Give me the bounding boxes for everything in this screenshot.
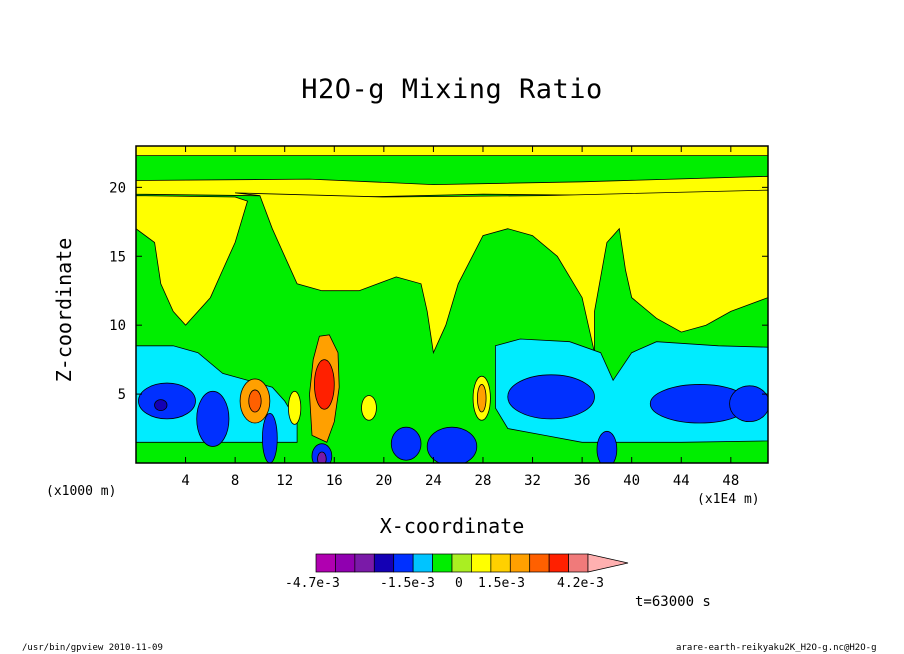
colorbar-swatch-13 — [568, 553, 589, 573]
x-tick-label-12: 12 — [276, 473, 293, 489]
colorbar — [315, 553, 629, 573]
colorbar-swatch-1 — [335, 553, 356, 573]
colorbar-swatch-3 — [373, 553, 395, 573]
x-tick-label-48: 48 — [722, 473, 739, 489]
x-tick-label-40: 40 — [623, 473, 640, 489]
x-tick-label-36: 36 — [574, 473, 591, 489]
y-unit-label: (x1000 m) — [46, 484, 117, 499]
field-blue-bottom-3 — [596, 430, 618, 463]
field-blue-center-right — [507, 374, 595, 420]
x-tick-label-4: 4 — [181, 473, 189, 489]
colorbar-label-zero: 0 — [455, 576, 463, 591]
colorbar-swatch-4 — [393, 553, 414, 573]
colorbar-swatch-7 — [451, 553, 472, 573]
field-purple-core-bottom — [317, 451, 327, 463]
field-blue-bottom-2 — [426, 426, 478, 463]
colorbar-max-arrow — [587, 553, 629, 573]
colorbar-label-max: 4.2e-3 — [557, 576, 604, 591]
footer-right: arare-earth-reikyaku2K_H2O-g.nc@H2O-g — [676, 643, 877, 653]
x-tick-label-24: 24 — [425, 473, 442, 489]
x-tick-label-16: 16 — [326, 473, 343, 489]
y-tick-label-20: 20 — [109, 180, 126, 196]
x-unit-label: (x1E4 m) — [697, 492, 760, 507]
colorbar-swatch-0 — [315, 553, 336, 573]
x-tick-label-20: 20 — [375, 473, 392, 489]
field-blue-bottom-4 — [262, 412, 278, 463]
field-navy-1 — [154, 399, 168, 412]
colorbar-swatch-8 — [471, 553, 492, 573]
colorbar-swatch-12 — [548, 553, 569, 573]
field-darkorange-left — [248, 389, 262, 413]
field-yellow-core-left — [288, 390, 302, 425]
x-axis-label: X-coordinate — [379, 514, 525, 538]
field-top-band — [136, 146, 768, 156]
field-blue-bottom-1 — [390, 426, 422, 461]
field-blue-far-right — [729, 385, 768, 423]
field-blue-2 — [196, 390, 230, 447]
x-tick-label-44: 44 — [673, 473, 690, 489]
colorbar-swatch-10 — [509, 553, 531, 573]
y-tick-label-5: 5 — [118, 387, 126, 403]
x-tick-label-28: 28 — [475, 473, 492, 489]
colorbar-swatch-5 — [412, 553, 433, 573]
field-yellow-core-right — [361, 395, 377, 421]
footer-left: /usr/bin/gpview 2010-11-09 — [22, 643, 163, 653]
x-tick-label-32: 32 — [524, 473, 541, 489]
colorbar-label-neg: -1.5e-3 — [380, 576, 435, 591]
field-orange-28 — [477, 384, 487, 413]
field-yellow-mid — [235, 189, 768, 355]
field-yellow-left — [136, 195, 248, 326]
x-tick-label-8: 8 — [231, 473, 239, 489]
colorbar-swatch-11 — [529, 553, 550, 573]
colorbar-swatch-2 — [354, 553, 375, 573]
colorbar-label-min: -4.7e-3 — [285, 576, 340, 591]
colorbar-swatch-9 — [490, 553, 511, 573]
y-tick-label-10: 10 — [109, 318, 126, 334]
time-label: t=63000 s — [635, 594, 711, 610]
colorbar-label-pos: 1.5e-3 — [478, 576, 525, 591]
field-red-core — [314, 359, 335, 410]
field-blue-left — [138, 382, 196, 420]
colorbar-swatch-6 — [432, 553, 453, 573]
y-tick-label-15: 15 — [109, 249, 126, 265]
chart-title: H2O-g Mixing Ratio — [301, 74, 603, 105]
plot-frame — [135, 145, 769, 464]
